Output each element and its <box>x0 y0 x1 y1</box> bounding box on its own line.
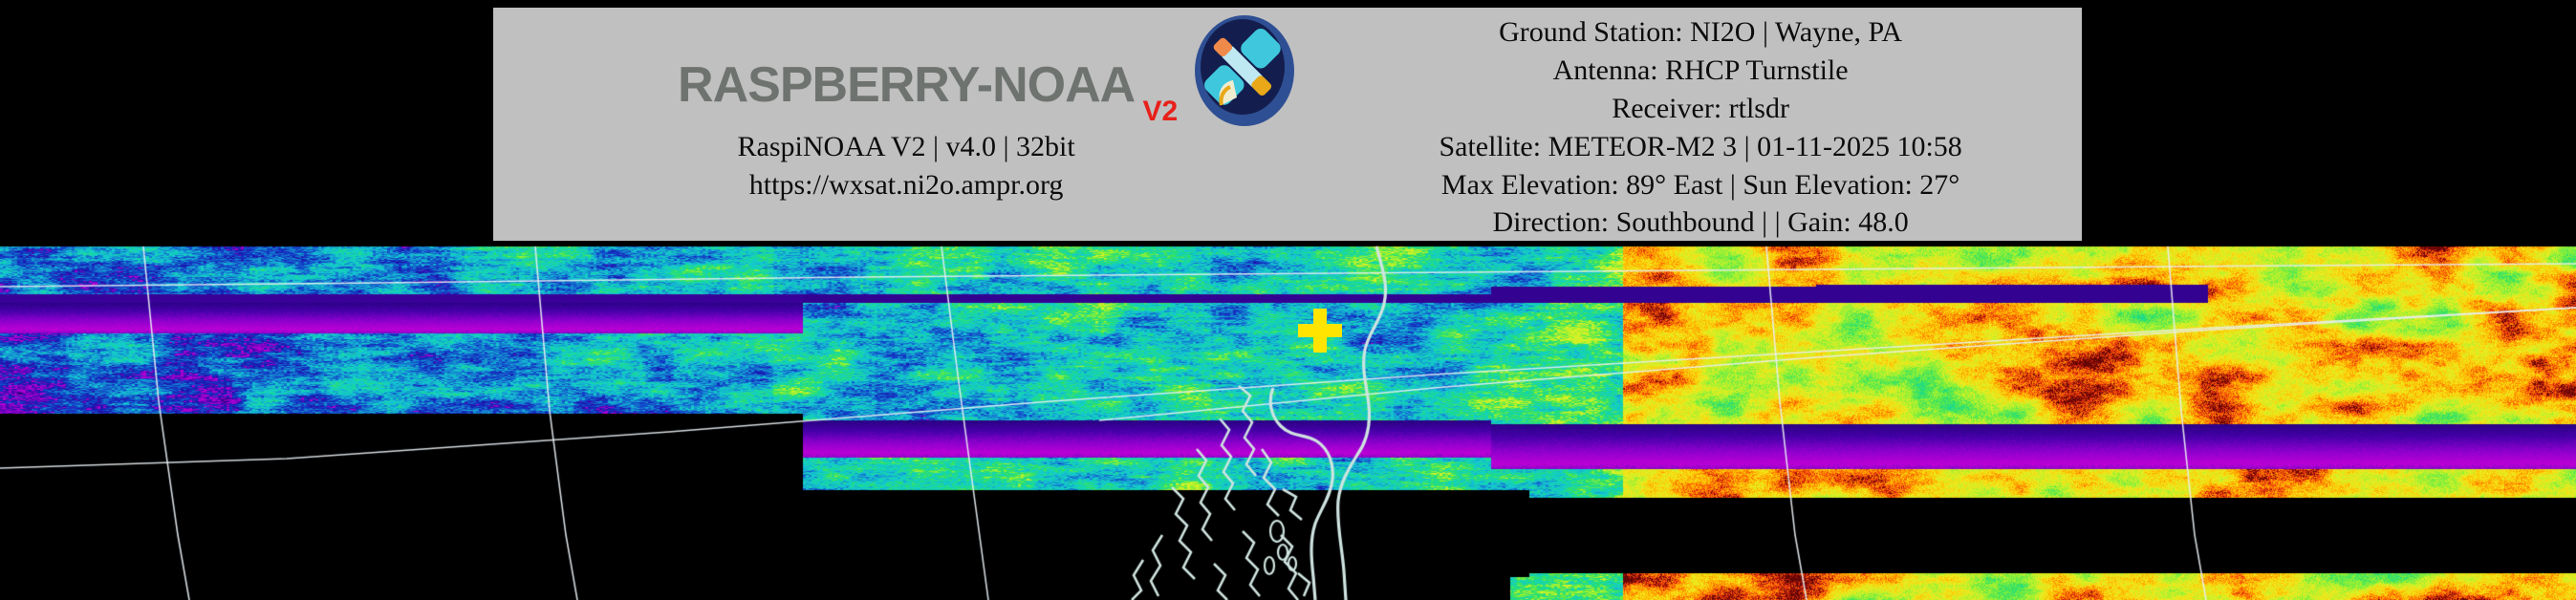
app-url-line: https://wxsat.ni2o.ampr.org <box>748 168 1064 201</box>
meta-ground-station: Ground Station: NI2O | Wayne, PA <box>1499 16 1903 48</box>
meta-satellite: Satellite: METEOR-M2 3 | 01-11-2025 10:5… <box>1439 130 1962 162</box>
brand-row: RASPBERRY-NOAA V2 <box>493 8 1319 134</box>
app-version-line: RaspiNOAA V2 | v4.0 | 32bit <box>737 131 1075 162</box>
meta-elevation: Max Elevation: 89° East | Sun Elevation:… <box>1440 168 1960 201</box>
brand-text-lines: RaspiNOAA V2 | v4.0 | 32bit https://wxsa… <box>738 128 1075 204</box>
meta-antenna: Antenna: RHCP Turnstile <box>1552 54 1849 86</box>
header-panel: RASPBERRY-NOAA V2 RaspiNOAA V2 | v4.0 | … <box>493 8 2082 241</box>
brand-wordmark: RASPBERRY-NOAA <box>678 57 1136 113</box>
meta-receiver: Receiver: rtlsdr <box>1612 92 1789 124</box>
meta-direction-gain: Direction: Southbound | | Gain: 48.0 <box>1492 206 1909 239</box>
satellite-icon <box>1195 15 1295 126</box>
header-left-column: RASPBERRY-NOAA V2 RaspiNOAA V2 | v4.0 | … <box>493 8 1319 241</box>
brand-version-badge: V2 <box>1142 96 1179 127</box>
header-metadata-column: Ground Station: NI2O | Wayne, PA Antenna… <box>1319 8 2082 241</box>
